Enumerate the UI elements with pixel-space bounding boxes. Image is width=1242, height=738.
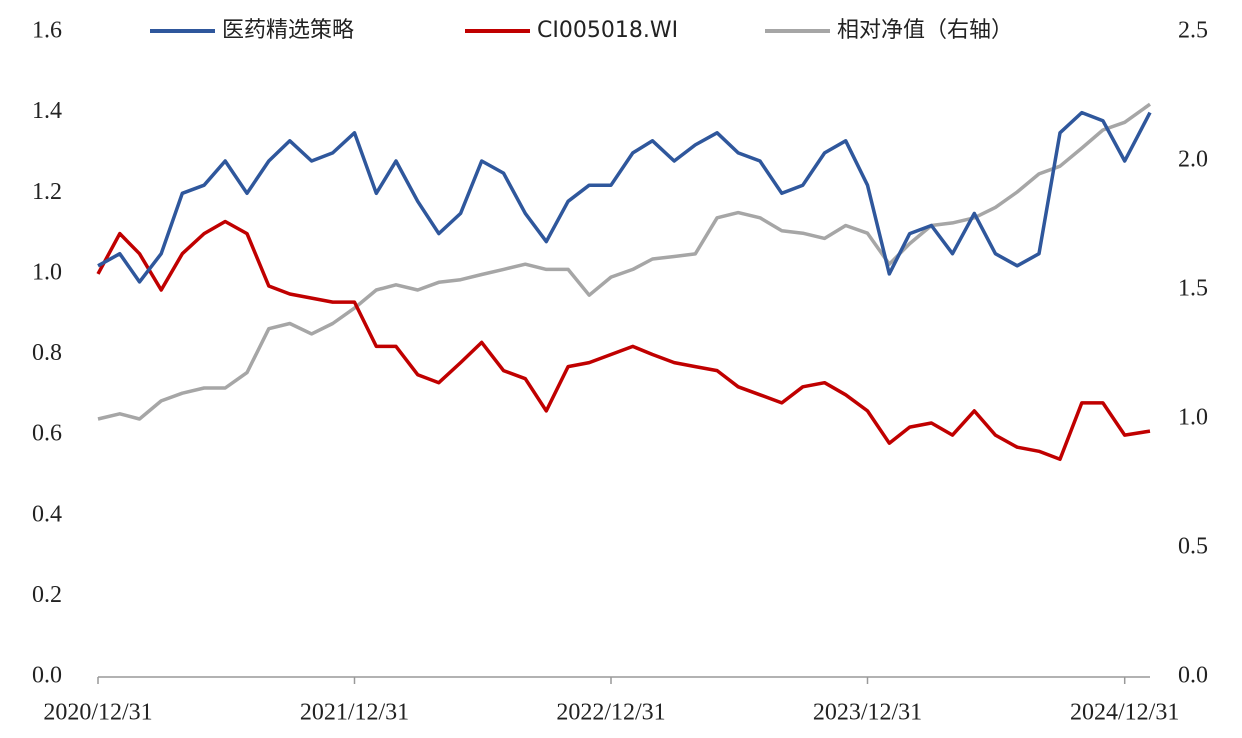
x-tick-label: 2020/12/31 (43, 700, 152, 726)
y-tick-label: 1.5 (1178, 276, 1208, 302)
x-tick-label: 2021/12/31 (300, 700, 409, 726)
y-tick-label: 1.6 (32, 18, 62, 44)
y-tick-label: 1.2 (32, 179, 62, 205)
y-tick-label: 2.0 (1178, 147, 1208, 173)
y-tick-label: 1.4 (32, 98, 62, 124)
x-tick-label: 2022/12/31 (556, 700, 665, 726)
y-tick-label: 1.0 (32, 259, 62, 285)
y-tick-label: 2.5 (1178, 18, 1208, 44)
y-tick-label: 0.0 (1178, 663, 1208, 689)
y-tick-label: 0.4 (32, 501, 62, 527)
y-tick-label: 0.2 (32, 582, 62, 608)
legend-label: 医药精选策略 (222, 18, 354, 43)
legend-label: CI005018.WI (537, 18, 678, 43)
y-tick-label: 1.0 (1178, 405, 1208, 431)
legend-label: 相对净值（右轴） (837, 18, 1013, 43)
x-tick-label: 2023/12/31 (813, 700, 922, 726)
series-line (97, 102, 1152, 421)
x-tick-label: 2024/12/31 (1070, 700, 1179, 726)
y-tick-label: 0.8 (32, 340, 62, 366)
y-tick-label: 0.6 (32, 421, 62, 447)
series-line (97, 110, 1152, 284)
y-tick-label: 0.5 (1178, 534, 1208, 560)
series-line (96, 219, 1151, 462)
y-tick-label: 0.0 (32, 663, 62, 689)
